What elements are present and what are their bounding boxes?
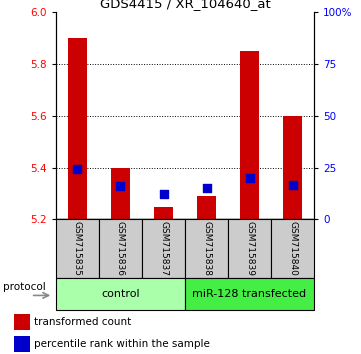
- Bar: [154, 206, 173, 219]
- Bar: [99, 219, 142, 278]
- Bar: [197, 196, 216, 219]
- Bar: [185, 219, 228, 278]
- Point: [118, 183, 123, 189]
- Text: protocol: protocol: [3, 282, 45, 292]
- Bar: [271, 219, 314, 278]
- Point: [75, 166, 81, 172]
- Bar: [56, 278, 185, 310]
- Point: [161, 191, 166, 196]
- Text: control: control: [101, 289, 140, 299]
- Bar: [185, 278, 314, 310]
- Bar: [240, 51, 259, 219]
- Text: miR-128 transfected: miR-128 transfected: [192, 289, 306, 299]
- Text: percentile rank within the sample: percentile rank within the sample: [34, 339, 210, 349]
- Bar: [56, 219, 99, 278]
- Bar: [228, 219, 271, 278]
- Bar: [111, 168, 130, 219]
- Text: GSM715839: GSM715839: [245, 221, 254, 276]
- Bar: [14, 314, 30, 330]
- Text: transformed count: transformed count: [34, 317, 131, 327]
- Bar: [283, 116, 302, 219]
- Text: GSM715840: GSM715840: [288, 221, 297, 276]
- Title: GDS4415 / XR_104640_at: GDS4415 / XR_104640_at: [100, 0, 270, 10]
- Bar: [68, 38, 87, 219]
- Bar: [142, 219, 185, 278]
- Point: [204, 185, 209, 191]
- Text: GSM715836: GSM715836: [116, 221, 125, 276]
- Point: [290, 182, 295, 187]
- Text: GSM715835: GSM715835: [73, 221, 82, 276]
- Text: GSM715837: GSM715837: [159, 221, 168, 276]
- Bar: [14, 336, 30, 352]
- Text: GSM715838: GSM715838: [202, 221, 211, 276]
- Point: [247, 175, 252, 181]
